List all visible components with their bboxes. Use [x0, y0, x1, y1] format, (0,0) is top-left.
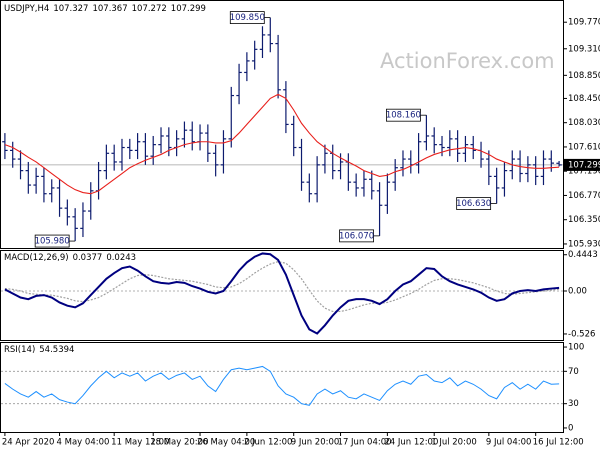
x-tick-label: 9 Jul 04:00: [486, 438, 532, 448]
rsi-last: 54.5394: [39, 345, 74, 355]
y-tick-label: 107.190: [568, 167, 600, 177]
rsi-line: [4, 365, 560, 406]
macd-signal-last: 0.0243: [106, 253, 136, 263]
symbol: USDJPY,H4: [4, 4, 49, 14]
last-low: 107.272: [132, 4, 167, 14]
y-tick-label: 100: [568, 343, 584, 353]
x-tick-label: 9 Jun 20:00: [291, 438, 340, 448]
price-header: USDJPY,H4 107.327 107.367 107.272 107.299: [4, 4, 206, 14]
x-tick-label: 1 Jul 20:00: [431, 438, 477, 448]
x-tick-label: 24 Apr 2020: [2, 438, 55, 448]
annotation-box: [34, 234, 70, 248]
y-tick-label: -0.526: [568, 329, 595, 339]
annotation-label: 109.850: [230, 13, 265, 23]
annotation-box: [339, 229, 374, 243]
annotation-label: 108.160: [386, 111, 421, 121]
watermark: ActionForex.com: [380, 49, 555, 73]
x-tick-label: 18 May 20:00: [150, 438, 208, 448]
y-tick-label: 0.00: [568, 287, 587, 297]
y-tick-label: 108.450: [568, 94, 600, 104]
annotation-label: 105.980: [35, 237, 70, 247]
y-tick-label: 106.350: [568, 215, 600, 225]
x-tick-label: 24 Jun 12:00: [384, 438, 438, 448]
y-tick-label: 109.770: [568, 18, 600, 28]
x-tick-label: 26 May 04:00: [197, 438, 255, 448]
last-high: 107.367: [92, 4, 127, 14]
price-panel-frame: [0, 0, 564, 249]
y-tick-label: 105.930: [568, 239, 600, 249]
chart-layer: 109.770 109.310 108.850 108.450 108.030 107.6…: [1, 11, 600, 448]
x-tick-label: 16 Jul 12:00: [533, 438, 584, 448]
annotation-box: [456, 197, 492, 210]
y-tick-label: 0.4443: [568, 250, 598, 260]
annotation-label: 106.070: [339, 231, 374, 241]
rsi-header: RSI(14) 54.5394: [4, 345, 74, 355]
y-tick-label: 30: [568, 399, 579, 409]
macd-title: MACD(12,26,9): [4, 253, 69, 263]
y-tick-label: 106.770: [568, 191, 600, 201]
moving-average: [4, 93, 560, 195]
last-close: 107.299: [171, 4, 206, 14]
macd-header: MACD(12,26,9) 0.0377 0.0243: [4, 253, 136, 263]
x-tick-label: 11 May 12:00: [111, 438, 169, 448]
annotation-box: [229, 11, 265, 24]
annotation-box: [386, 108, 421, 122]
x-tick-label: 2 Jun 12:00: [244, 438, 293, 448]
last-open: 107.327: [53, 4, 88, 14]
macd-main-last: 0.0377: [73, 253, 103, 263]
y-tick-label: 107.610: [568, 142, 600, 152]
x-tick-label: 17 Jun 04:00: [338, 438, 392, 448]
rsi-panel-frame: [0, 342, 564, 433]
macd-panel-frame: [0, 250, 564, 341]
y-tick-label: 108.850: [568, 71, 600, 81]
macd-main: [4, 252, 560, 335]
y-tick-label: 109.310: [568, 44, 600, 54]
y-tick-label: 0: [568, 423, 573, 433]
rsi-title: RSI(14): [4, 345, 35, 355]
y-tick-label: 108.030: [568, 118, 600, 128]
current-price-label: 107.299: [568, 160, 600, 170]
annotation-label: 106.630: [456, 199, 491, 209]
y-tick-label: 70: [568, 367, 579, 377]
x-tick-label: 4 May 04:00: [57, 438, 110, 448]
current-price-box: [564, 158, 600, 171]
